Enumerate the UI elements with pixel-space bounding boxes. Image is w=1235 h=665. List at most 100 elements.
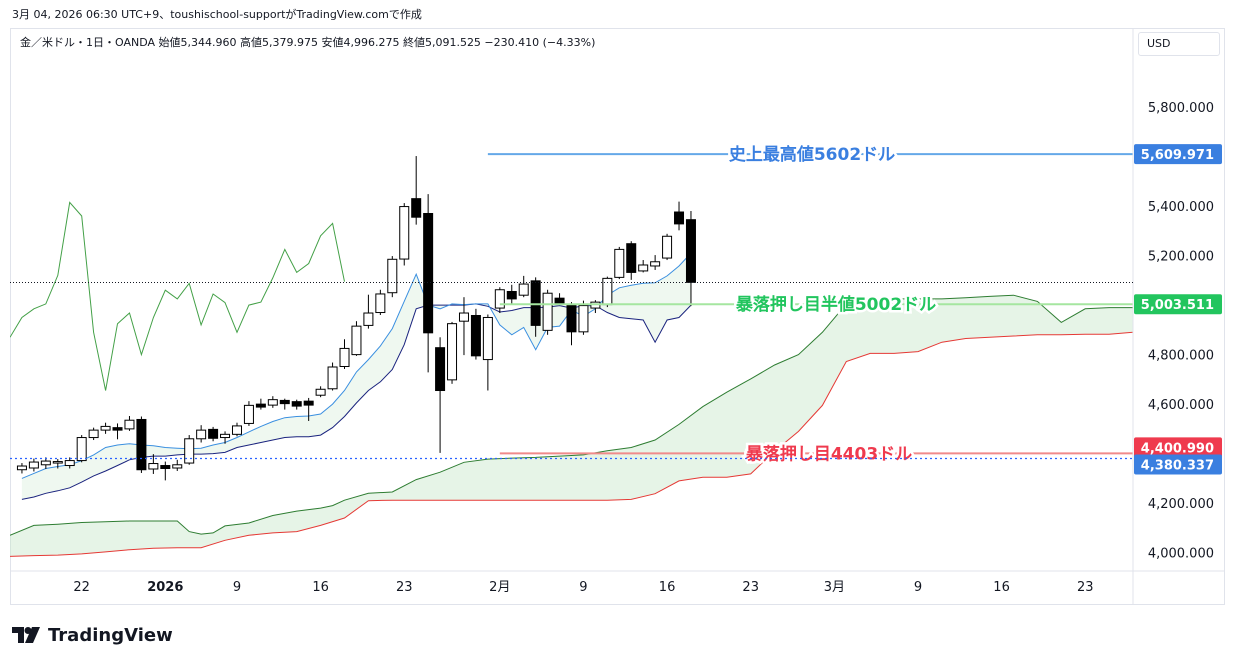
candle-body (387, 258, 398, 294)
currency-selector[interactable]: USD (1138, 32, 1220, 56)
candle (208, 426, 219, 442)
y-tick-label: 4,000.000 (1148, 547, 1214, 562)
y-tick-label: 4,200.000 (1148, 497, 1214, 512)
candle (458, 297, 469, 356)
candle-body (423, 212, 434, 334)
candle (423, 194, 434, 373)
tradingview-brand: TradingView (48, 624, 173, 646)
price-axis-badge (1134, 294, 1222, 315)
candle (100, 422, 111, 434)
price-axis-badge-label: 5,609.971 (1141, 148, 1214, 163)
candle-body (64, 460, 75, 467)
candle (28, 458, 39, 472)
candle-body (148, 463, 159, 470)
y-tick-label: 4,600.000 (1148, 398, 1214, 413)
x-tick-label: 22 (73, 580, 90, 595)
candle (411, 156, 422, 225)
candle-body (28, 461, 39, 469)
candle-body (435, 347, 446, 392)
candle (16, 463, 27, 474)
candle (112, 423, 123, 440)
candle (435, 337, 446, 453)
candle (124, 416, 135, 431)
candle (279, 398, 290, 410)
annotation-label: 史上最高値5602ドル (729, 144, 895, 165)
candle-body (196, 429, 207, 440)
candle (626, 241, 637, 280)
candle (40, 457, 51, 469)
x-tick-label: 2月 (489, 580, 510, 595)
chart-caption: 3月 04, 2026 06:30 UTC+9、toushischool-sup… (12, 8, 422, 21)
candle-body (136, 418, 147, 471)
candle (518, 275, 529, 298)
candle-body (518, 283, 529, 296)
candle-body (160, 465, 171, 469)
candle-body (40, 460, 51, 466)
candle-body (554, 297, 565, 304)
candle (578, 300, 589, 335)
candle-body (16, 465, 27, 471)
candle-body (626, 243, 637, 273)
candle-body (578, 305, 589, 333)
candle-body (614, 248, 625, 278)
candle (148, 454, 159, 474)
price-axis-badge-label: 4,380.337 (1141, 459, 1214, 474)
candle-body (112, 427, 123, 431)
symbol-legend: 金／米ドル・1日・OANDA 始値5,344.960 高値5,379.975 安… (20, 36, 596, 49)
candle-body (100, 425, 111, 431)
candle (554, 293, 565, 306)
tradingview-logo[interactable]: TradingView (12, 624, 173, 646)
candle (315, 386, 326, 398)
price-axis-badge (1134, 144, 1222, 165)
candle-body (208, 428, 219, 439)
tradingview-logo-icon (12, 627, 40, 643)
candle-body (458, 312, 469, 322)
candle (674, 201, 685, 231)
candle (685, 211, 696, 307)
annotation-label: 暴落押し目半値5002ドル (735, 294, 936, 315)
price-axis-badge (1134, 454, 1222, 475)
candle (447, 321, 458, 384)
candle (662, 233, 673, 261)
x-tick-label: 23 (396, 580, 413, 595)
candle (160, 461, 171, 481)
candle-body (674, 211, 685, 225)
price-axis-badge-label: 5,003.511 (1141, 298, 1214, 313)
candle-body (363, 312, 374, 326)
candle-body (327, 366, 338, 390)
candle-body (542, 292, 553, 331)
candle (542, 289, 553, 335)
candle (506, 284, 517, 304)
x-tick-label: 3月 (824, 580, 845, 595)
candle (255, 398, 266, 410)
candle (303, 397, 314, 421)
candle-body (291, 401, 302, 407)
candle-body (470, 314, 481, 357)
candle-body (303, 400, 314, 406)
candle-body (494, 289, 505, 309)
price-axis-badge-label: 4,400.990 (1141, 441, 1214, 456)
candle (243, 401, 254, 426)
candle (220, 431, 231, 444)
candle-body (399, 206, 410, 260)
chart-frame (10, 28, 1225, 605)
candle (363, 294, 374, 329)
candle (136, 416, 147, 473)
x-tick-label: 16 (312, 580, 329, 595)
candle-body (339, 347, 350, 367)
candle (52, 459, 63, 469)
y-tick-label: 5,400.000 (1148, 200, 1214, 215)
price-axis-badge (1134, 437, 1222, 458)
candle (399, 203, 410, 266)
candle-body (184, 438, 195, 464)
candle-body (124, 419, 135, 430)
leading-span-a-line (10, 294, 1133, 536)
candle-body (447, 323, 458, 381)
leading-span-b-line (10, 331, 1133, 557)
candle-body (411, 198, 422, 218)
candle-body (220, 433, 231, 439)
candle-body (482, 316, 493, 361)
kumo-cloud (10, 295, 1133, 557)
candle-body (685, 219, 696, 283)
